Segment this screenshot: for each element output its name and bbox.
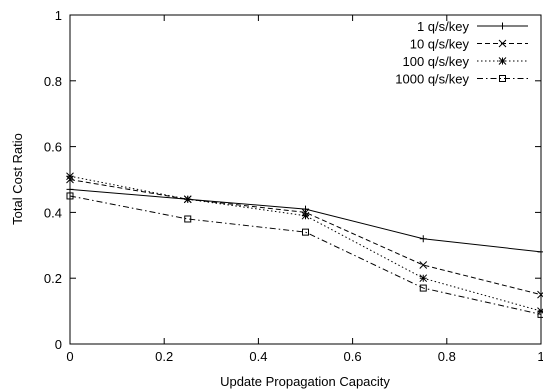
series-4 bbox=[66, 192, 543, 318]
series-line bbox=[69, 179, 542, 296]
x-tick-label: 0.6 bbox=[344, 349, 362, 364]
y-tick-label: 0 bbox=[55, 337, 62, 352]
data-point bbox=[302, 205, 309, 213]
y-tick-label: 0.8 bbox=[44, 74, 62, 89]
series-1 bbox=[66, 185, 543, 256]
legend-item: 10 q/s/key bbox=[410, 37, 528, 52]
data-point bbox=[499, 22, 506, 30]
data-point bbox=[419, 274, 428, 283]
data-point bbox=[537, 290, 543, 299]
y-tick-label: 1 bbox=[55, 8, 62, 23]
data-point bbox=[499, 75, 506, 82]
x-axis-title: Update Propagation Capacity bbox=[220, 374, 390, 389]
series-layer bbox=[66, 172, 543, 318]
data-point bbox=[498, 57, 507, 65]
data-point bbox=[66, 185, 74, 193]
data-point bbox=[302, 228, 309, 236]
data-point bbox=[419, 235, 427, 243]
data-point bbox=[183, 195, 192, 204]
legend-item: 100 q/s/key bbox=[403, 54, 528, 69]
series-line bbox=[69, 175, 542, 312]
axis-ticks: 0 0.2 0.4 0.6 0.8 1 0 0.2 0.4 0.6 0.8 1 bbox=[44, 8, 543, 364]
series-2 bbox=[66, 175, 543, 299]
series-line bbox=[69, 188, 542, 253]
data-point bbox=[419, 284, 427, 292]
data-point bbox=[537, 248, 543, 256]
legend-item: 1000 q/s/key bbox=[395, 72, 528, 87]
data-point bbox=[498, 39, 507, 48]
data-point bbox=[66, 192, 74, 200]
legend-label: 1000 q/s/key bbox=[395, 72, 469, 87]
data-point bbox=[66, 172, 74, 181]
y-axis-title: Total Cost Ratio bbox=[10, 133, 25, 225]
y-tick-label: 0.2 bbox=[44, 271, 62, 286]
data-point bbox=[419, 261, 428, 269]
x-tick-label: 1 bbox=[537, 349, 543, 364]
x-tick-label: 0.8 bbox=[438, 349, 456, 364]
data-point bbox=[537, 310, 543, 318]
legend-label: 10 q/s/key bbox=[410, 37, 470, 52]
legend-label: 1 q/s/key bbox=[417, 19, 470, 34]
legend: 1 q/s/key 10 q/s/key 100 q/s/key 1000 q/s/k… bbox=[395, 19, 528, 87]
legend-item: 1 q/s/key bbox=[417, 19, 528, 34]
x-tick-label: 0.2 bbox=[155, 349, 173, 364]
x-tick-label: 0.4 bbox=[249, 349, 267, 364]
series-line bbox=[69, 195, 542, 315]
y-tick-label: 0.4 bbox=[44, 205, 62, 220]
data-point bbox=[301, 211, 310, 220]
x-tick-label: 0 bbox=[66, 349, 73, 364]
plot-frame bbox=[69, 14, 542, 345]
data-point bbox=[184, 215, 192, 223]
legend-label: 100 q/s/key bbox=[403, 54, 470, 69]
y-tick-label: 0.6 bbox=[44, 140, 62, 155]
